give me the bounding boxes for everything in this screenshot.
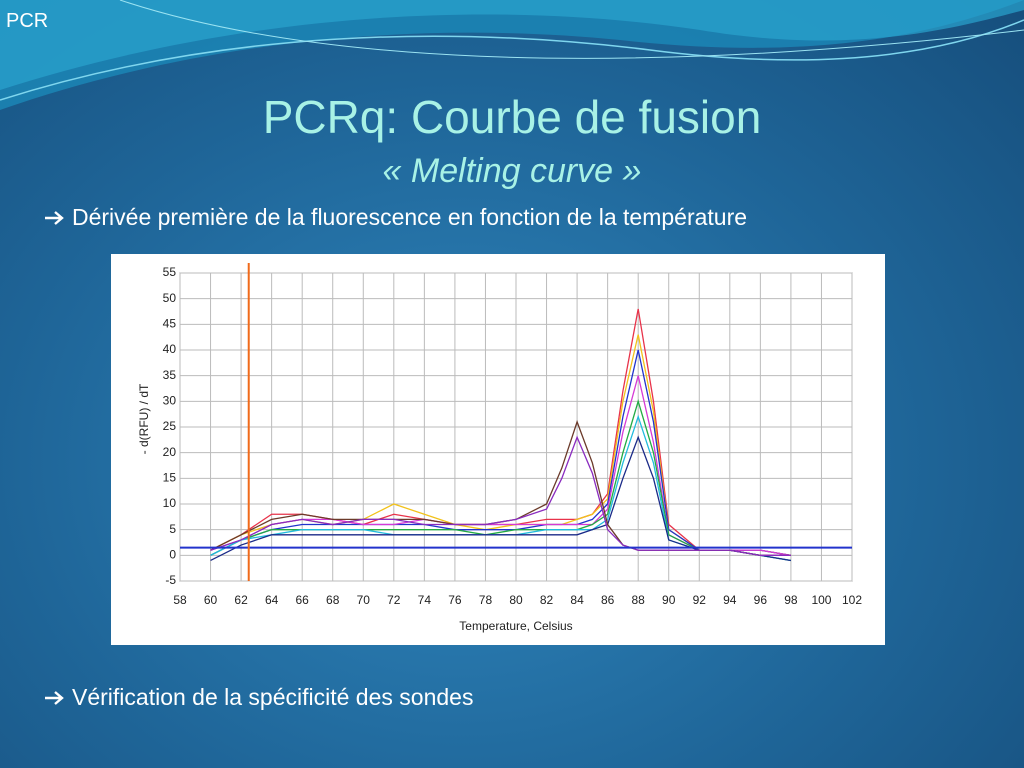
x-axis-label: Temperature, Celsius xyxy=(459,619,572,633)
x-tick-label: 68 xyxy=(326,593,340,607)
x-tick-label: 96 xyxy=(754,593,768,607)
x-tick-label: 78 xyxy=(479,593,493,607)
y-tick-label: -5 xyxy=(165,573,176,587)
y-tick-label: 35 xyxy=(163,368,177,382)
x-tick-label: 100 xyxy=(811,593,831,607)
x-tick-label: 80 xyxy=(509,593,523,607)
chart: - d(RFU) / dT Temperature, Celsius -5 0 5 1… xyxy=(111,254,885,645)
slide-title: PCRq: Courbe de fusion xyxy=(262,91,762,143)
x-tick-label: 98 xyxy=(784,593,798,607)
melt-curve xyxy=(210,435,792,562)
x-tick-label: 58 xyxy=(173,593,187,607)
bullet-text: Dérivée première de la fluorescence en f… xyxy=(72,204,748,230)
x-tick-label: 92 xyxy=(693,593,707,607)
x-tick-label: 82 xyxy=(540,593,554,607)
y-tick-label: 40 xyxy=(163,342,177,356)
y-tick-label: 15 xyxy=(163,471,177,485)
x-tick-label: 64 xyxy=(265,593,279,607)
y-axis-label: - d(RFU) / dT xyxy=(137,383,151,454)
y-tick-label: 55 xyxy=(163,265,177,279)
melt-curve xyxy=(210,435,791,556)
arrow-icon xyxy=(45,690,64,705)
wave-decoration xyxy=(0,0,1024,110)
y-tick-label: 5 xyxy=(169,522,176,536)
x-tick-label: 60 xyxy=(204,593,218,607)
y-tick-label: 20 xyxy=(163,445,177,459)
bullet-text: Vérification de la spécificité des sonde… xyxy=(72,684,474,710)
header-label: PCR xyxy=(6,10,49,32)
x-tick-label: 76 xyxy=(448,593,462,607)
x-tick-label: 94 xyxy=(723,593,737,607)
y-tick-label: 45 xyxy=(163,317,177,331)
bullet: Dérivée première de la fluorescence en f… xyxy=(44,204,747,231)
y-tick-label: 30 xyxy=(163,394,177,408)
x-tick-label: 84 xyxy=(570,593,584,607)
x-tick-label: 88 xyxy=(632,593,646,607)
x-tick-label: 86 xyxy=(601,593,615,607)
x-tick-label: 102 xyxy=(842,593,862,607)
y-tick-label: 50 xyxy=(163,291,177,305)
x-tick-label: 90 xyxy=(662,593,676,607)
arrow-icon xyxy=(45,210,64,225)
slide-subtitle: « Melting curve » xyxy=(382,152,642,190)
x-tick-label: 62 xyxy=(234,593,248,607)
x-tick-label: 70 xyxy=(357,593,371,607)
y-tick-label: 0 xyxy=(169,548,176,562)
x-tick-label: 72 xyxy=(387,593,401,607)
y-tick-label: 10 xyxy=(163,496,177,510)
y-tick-label: 25 xyxy=(163,419,177,433)
bullet: Vérification de la spécificité des sonde… xyxy=(44,684,473,711)
x-tick-label: 74 xyxy=(418,593,432,607)
x-tick-label: 66 xyxy=(296,593,310,607)
